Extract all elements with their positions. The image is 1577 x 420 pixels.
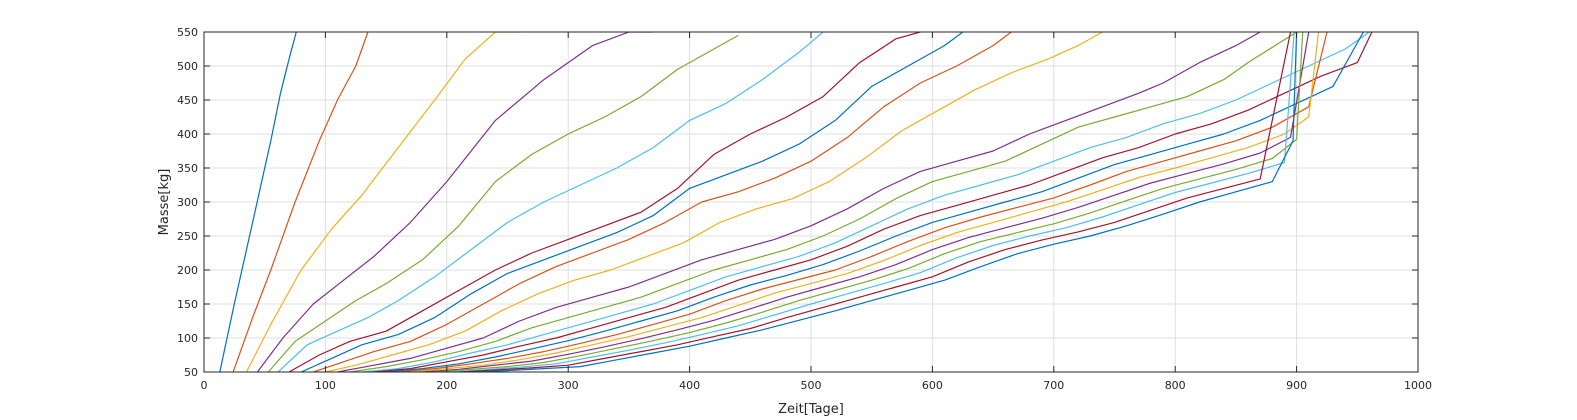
ticks: 0 100 200 300 400 500 600 700 800 900 1000 50 100 150… — [177, 26, 1432, 392]
series-line-13 — [361, 32, 1370, 372]
series-line-1 — [219, 32, 297, 372]
y-tick-label: 50 — [184, 366, 198, 379]
y-tick-label: 550 — [177, 26, 198, 39]
x-tick-label: 400 — [679, 379, 700, 392]
series-line-3 — [245, 32, 520, 372]
plot-area: 0 100 200 300 400 500 600 700 800 900 1000 50 100 150… — [177, 26, 1432, 392]
series-line-5 — [267, 34, 739, 372]
y-axis-label: Masse[kg] — [157, 169, 172, 236]
x-tick-label: 200 — [436, 379, 457, 392]
x-tick-label: 700 — [1043, 379, 1064, 392]
x-axis-label: Zeit[Tage] — [778, 402, 844, 417]
series-line-18 — [422, 32, 1310, 372]
series-line-8 — [300, 32, 964, 372]
y-tick-label: 500 — [177, 60, 198, 73]
series-line-14 — [373, 32, 1373, 372]
series-line-21 — [458, 32, 1292, 372]
series-line-4 — [256, 32, 654, 372]
series-group — [219, 32, 1373, 372]
x-tick-label: 0 — [201, 379, 208, 392]
series-line-9 — [313, 32, 1012, 372]
y-tick-label: 150 — [177, 298, 198, 311]
y-tick-label: 100 — [177, 332, 198, 345]
y-tick-label: 200 — [177, 264, 198, 277]
x-tick-label: 1000 — [1404, 379, 1432, 392]
series-line-12 — [349, 32, 1297, 372]
series-line-10 — [325, 32, 1103, 372]
x-tick-label: 500 — [801, 379, 822, 392]
y-tick-label: 450 — [177, 94, 198, 107]
x-tick-label: 800 — [1165, 379, 1186, 392]
x-tick-label: 300 — [558, 379, 579, 392]
series-line-17 — [410, 32, 1320, 372]
x-tick-label: 900 — [1286, 379, 1307, 392]
y-tick-label: 350 — [177, 162, 198, 175]
x-tick-label: 100 — [315, 379, 336, 392]
series-line-22 — [471, 32, 1298, 372]
y-tick-label: 300 — [177, 196, 198, 209]
series-line-20 — [446, 32, 1295, 372]
y-tick-label: 400 — [177, 128, 198, 141]
series-line-19 — [434, 32, 1304, 372]
series-line-6 — [277, 32, 824, 372]
series-line-15 — [386, 32, 1364, 372]
series-line-11 — [337, 32, 1261, 372]
y-tick-label: 250 — [177, 230, 198, 243]
series-line-16 — [398, 32, 1328, 372]
series-line-2 — [232, 32, 369, 372]
x-tick-label: 600 — [922, 379, 943, 392]
series-line-7 — [288, 32, 921, 372]
